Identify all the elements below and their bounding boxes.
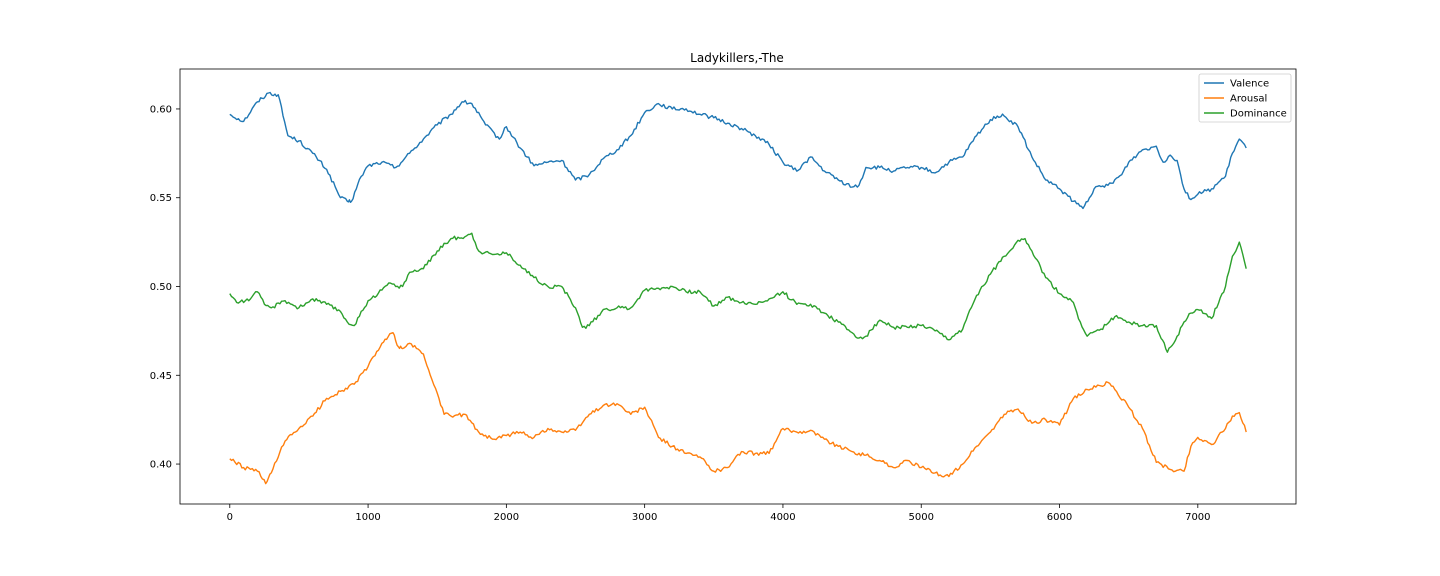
y-tick-label: 0.40	[150, 460, 172, 471]
legend-label: Dominance	[1230, 109, 1287, 120]
legend: Valence Arousal Dominance	[1198, 73, 1292, 123]
x-tick-label: 1000	[355, 512, 380, 523]
x-tick-label: 3000	[632, 512, 657, 523]
x-tick-label: 5000	[909, 512, 934, 523]
series-line-valence	[229, 91, 1247, 210]
legend-label: Arousal	[1230, 94, 1267, 105]
series-line-arousal	[229, 332, 1247, 485]
x-axis: 0 1000 2000 3000 4000 5000 6000 7000	[227, 504, 1211, 523]
x-tick-label: 6000	[1047, 512, 1072, 523]
legend-label: Valence	[1230, 79, 1269, 90]
y-tick-label: 0.50	[150, 282, 172, 293]
axes-frame	[179, 68, 1297, 505]
y-tick-label: 0.60	[150, 104, 172, 115]
series-line-dominance	[229, 232, 1247, 353]
x-tick-label: 4000	[770, 512, 795, 523]
y-tick-label: 0.45	[150, 371, 172, 382]
y-tick-label: 0.55	[150, 193, 172, 204]
chart-title: Ladykillers,-The	[690, 51, 784, 65]
y-axis: 0.40 0.45 0.50 0.55 0.60	[150, 104, 180, 471]
legend-box	[1198, 73, 1292, 123]
x-tick-label: 0	[227, 512, 233, 523]
x-tick-label: 2000	[494, 512, 519, 523]
series-layer	[229, 91, 1247, 485]
x-tick-label: 7000	[1185, 512, 1210, 523]
